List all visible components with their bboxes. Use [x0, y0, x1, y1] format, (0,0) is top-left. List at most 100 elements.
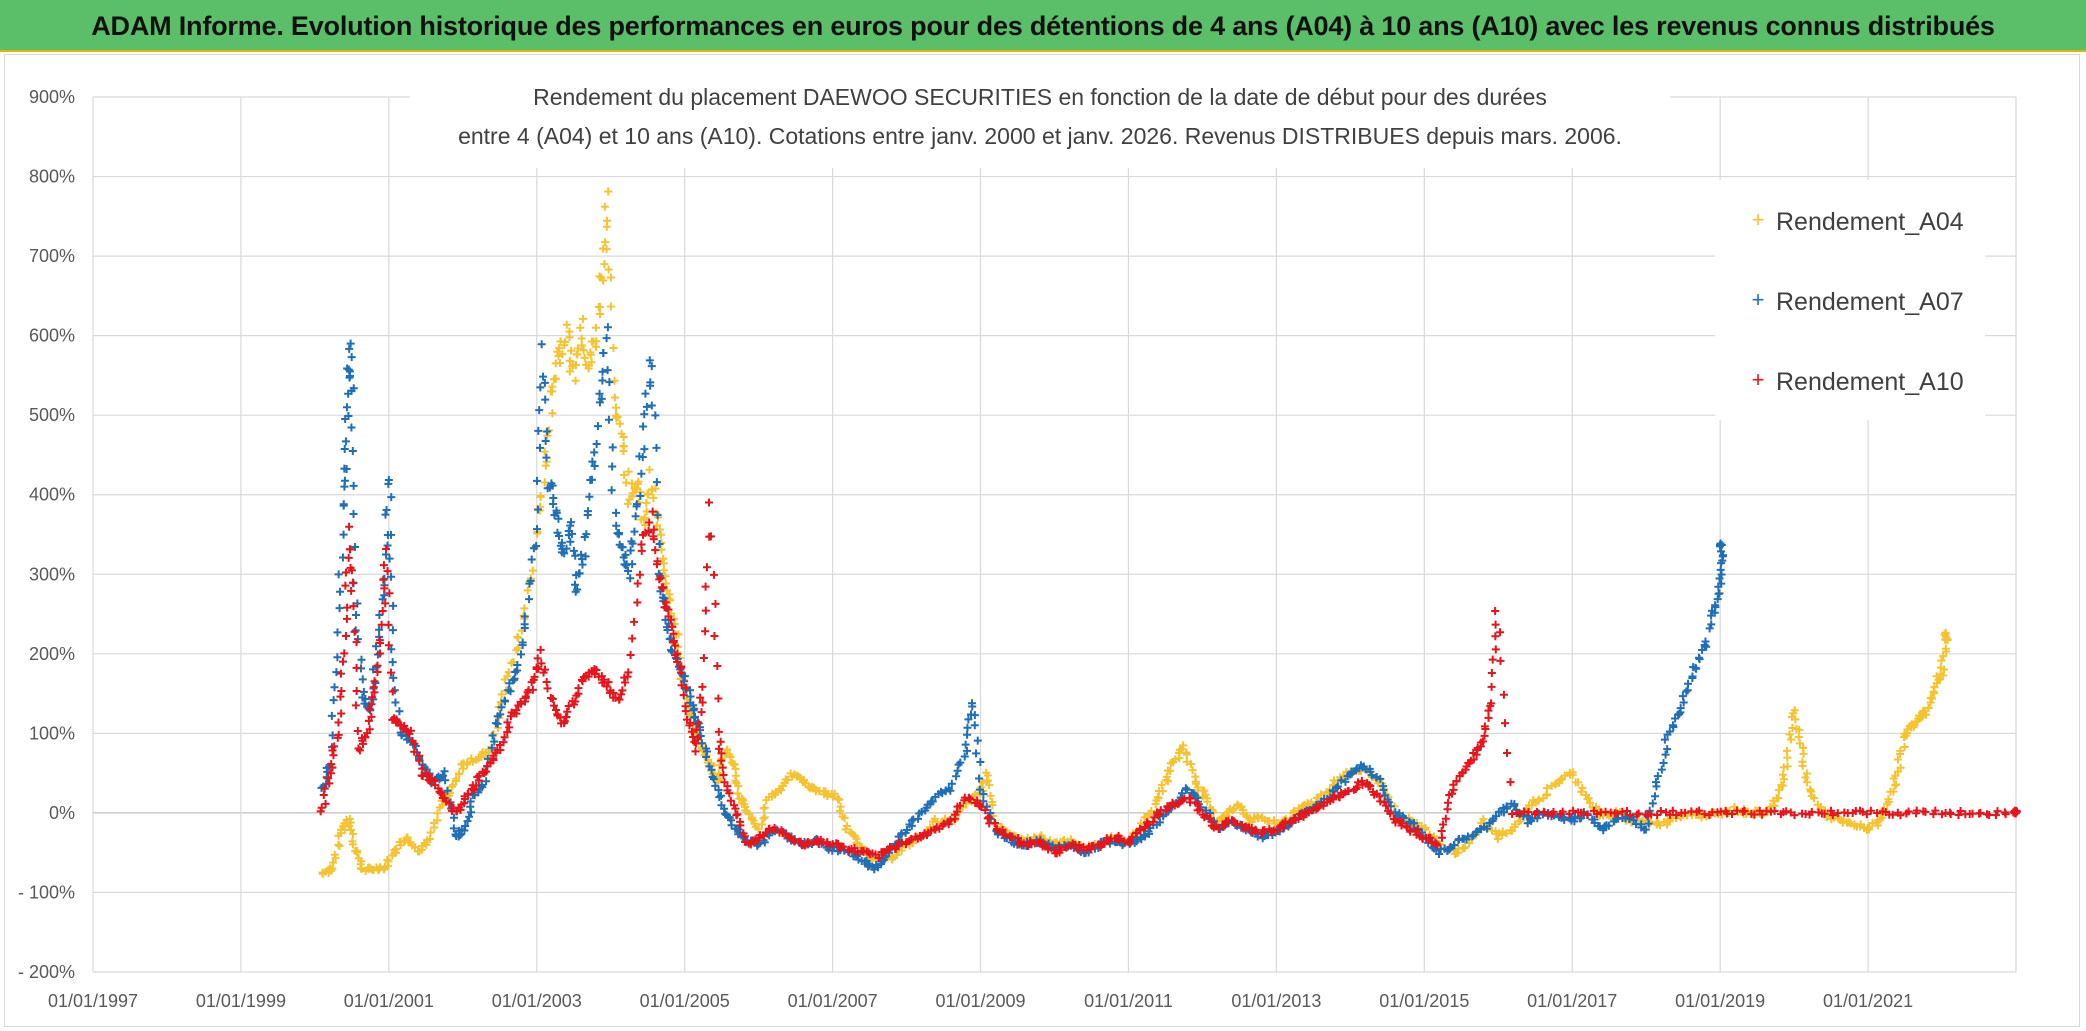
- data-point: [537, 659, 546, 668]
- data-point: [647, 362, 656, 371]
- data-point: [352, 638, 361, 647]
- data-point: [1542, 784, 1551, 793]
- data-point: [1506, 778, 1515, 787]
- data-point: [388, 687, 397, 696]
- data-point: [754, 824, 763, 833]
- data-point: [534, 426, 543, 435]
- data-point: [714, 769, 723, 778]
- data-point: [964, 715, 973, 724]
- data-point: [1707, 620, 1716, 629]
- data-point: [617, 690, 626, 699]
- data-point: [579, 346, 588, 355]
- data-point: [669, 629, 678, 638]
- data-point: [608, 462, 617, 471]
- data-point: [330, 742, 339, 751]
- data-point: [1650, 792, 1659, 801]
- data-point: [441, 776, 450, 785]
- data-point: [1941, 644, 1950, 653]
- data-point: [588, 457, 597, 466]
- series-Rendement_A07: [317, 323, 1728, 874]
- data-point: [530, 672, 539, 681]
- x-tick-label: 01/01/2017: [1527, 991, 1617, 1011]
- data-point: [500, 733, 509, 742]
- data-point: [606, 273, 615, 282]
- data-point: [1179, 741, 1188, 750]
- data-point: [387, 645, 396, 654]
- data-point: [321, 799, 330, 808]
- data-point: [348, 840, 357, 849]
- data-point: [1511, 820, 1519, 829]
- data-point: [365, 704, 374, 713]
- x-tick-label: 01/01/2007: [788, 991, 878, 1011]
- data-point: [332, 668, 341, 677]
- data-point: [341, 581, 350, 590]
- data-point: [615, 695, 624, 704]
- data-point: [560, 549, 569, 558]
- data-point: [990, 819, 999, 828]
- data-point: [571, 697, 580, 706]
- data-point: [1330, 791, 1339, 800]
- data-point: [352, 686, 361, 695]
- data-point: [558, 350, 567, 359]
- data-point: [357, 655, 366, 664]
- data-point: [1433, 841, 1442, 850]
- data-point: [1668, 806, 1677, 815]
- data-point: [426, 828, 435, 837]
- data-point: [563, 707, 572, 716]
- data-point: [337, 709, 346, 718]
- data-point: [1711, 603, 1720, 612]
- data-point: [438, 771, 447, 780]
- data-point: [1089, 841, 1098, 850]
- data-point: [664, 605, 673, 614]
- data-point: [1357, 776, 1366, 785]
- data-point: [631, 512, 640, 521]
- data-point: [405, 729, 414, 738]
- data-point: [1873, 808, 1882, 817]
- data-point: [982, 768, 991, 777]
- x-tick-label: 01/01/2015: [1379, 991, 1469, 1011]
- data-point: [1487, 669, 1496, 678]
- data-point: [1381, 801, 1390, 810]
- data-point: [946, 816, 955, 825]
- data-point: [383, 855, 392, 864]
- data-point: [378, 606, 387, 615]
- data-point: [755, 833, 764, 842]
- data-point: [329, 858, 338, 867]
- data-point: [938, 821, 947, 830]
- data-point: [508, 676, 517, 685]
- data-point: [1803, 778, 1812, 787]
- data-point: [548, 409, 557, 418]
- data-point: [532, 542, 541, 551]
- data-point: [581, 552, 590, 561]
- data-point: [640, 410, 649, 419]
- data-point: [1930, 683, 1939, 692]
- data-point: [680, 677, 689, 686]
- data-point: [433, 809, 442, 818]
- data-point: [914, 814, 923, 823]
- data-point: [1558, 807, 1567, 816]
- data-point: [626, 574, 635, 583]
- data-point: [717, 749, 726, 758]
- data-point: [525, 595, 534, 604]
- data-point: [701, 606, 710, 615]
- data-point: [1668, 721, 1677, 730]
- data-point: [1728, 809, 1736, 818]
- data-point: [612, 508, 621, 517]
- data-point: [875, 853, 884, 862]
- data-point: [657, 538, 666, 547]
- data-point: [1782, 746, 1791, 755]
- data-point: [985, 781, 994, 790]
- data-point: [340, 445, 349, 454]
- data-point: [1444, 798, 1453, 807]
- data-point: [668, 622, 677, 631]
- data-point: [380, 591, 389, 600]
- data-point: [347, 423, 356, 432]
- data-point: [1233, 819, 1242, 828]
- data-point: [487, 743, 496, 752]
- data-point: [1149, 817, 1158, 826]
- data-point: [630, 527, 639, 536]
- data-point: [333, 628, 342, 637]
- data-point: [1491, 812, 1500, 821]
- data-point: [325, 779, 334, 788]
- data-point: [1705, 624, 1714, 633]
